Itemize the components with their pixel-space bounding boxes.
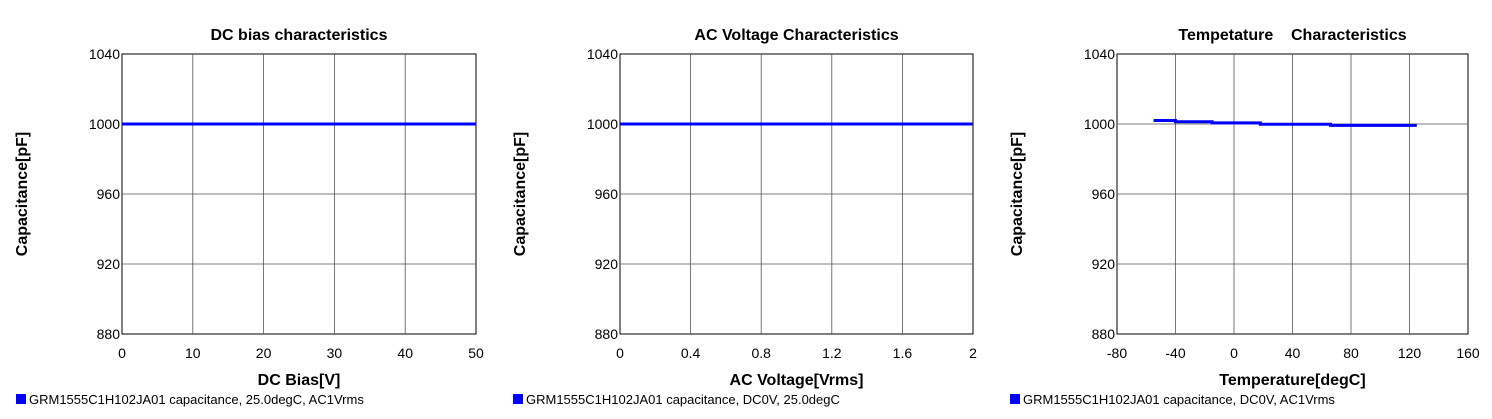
chart-title: DC bias characteristics	[211, 27, 388, 44]
x-axis-label: AC Voltage[Vrms]	[730, 372, 864, 389]
legend-swatch	[513, 394, 523, 404]
x-tick-label: 2	[969, 345, 977, 361]
y-tick-label: 880	[1092, 326, 1116, 342]
legend-label: GRM1555C1H102JA01 capacitance, DC0V, AC1…	[1023, 392, 1335, 407]
x-tick-label: 10	[185, 345, 201, 361]
legend-label: GRM1555C1H102JA01 capacitance, DC0V, 25.…	[526, 392, 840, 407]
chart-title: AC Voltage Characteristics	[694, 27, 898, 44]
chart-temperature: -80 -40 0 40 80 120 160 880 920 960 1000 1040 Tempet…	[1009, 27, 1480, 407]
x-tick-label: 160	[1456, 345, 1480, 361]
x-axis-label: DC Bias[V]	[258, 372, 341, 389]
x-tick-label: 1.2	[822, 345, 842, 361]
y-tick-label: 1000	[587, 116, 618, 132]
x-tick-label: 30	[327, 345, 343, 361]
x-tick-label: 50	[468, 345, 484, 361]
x-tick-label: -80	[1107, 345, 1127, 361]
y-tick-label: 880	[595, 326, 619, 342]
legend-swatch	[1010, 394, 1020, 404]
x-tick-label: 1.6	[893, 345, 913, 361]
chart-title: Tempetature Characteristics	[1178, 27, 1406, 44]
x-tick-label: 40	[397, 345, 413, 361]
y-tick-label: 920	[97, 256, 121, 272]
y-tick-label: 1000	[1084, 116, 1115, 132]
y-axis-label: Capacitance[pF]	[14, 132, 31, 256]
y-tick-label: 960	[595, 186, 619, 202]
y-axis-label: Capacitance[pF]	[512, 132, 529, 256]
y-tick-label: 1040	[89, 46, 120, 62]
x-tick-label: 40	[1285, 345, 1301, 361]
series-line	[1153, 119, 1417, 127]
x-axis-label: Temperature[degC]	[1219, 372, 1365, 389]
y-tick-label: 920	[1092, 256, 1116, 272]
x-tick-label: 0.4	[681, 345, 701, 361]
y-tick-label: 1000	[89, 116, 120, 132]
x-tick-label: 20	[256, 345, 272, 361]
x-tick-label: 120	[1398, 345, 1422, 361]
x-tick-label: -40	[1165, 345, 1185, 361]
chart-ac-voltage: 0 0.4 0.8 1.2 1.6 2 880 920 960 1000 1040 AC Voltag…	[512, 27, 977, 407]
x-tick-label: 0.8	[751, 345, 771, 361]
x-tick-label: 0	[118, 345, 126, 361]
x-tick-label: 0	[1230, 345, 1238, 361]
y-tick-label: 960	[97, 186, 121, 202]
x-tick-label: 0	[616, 345, 624, 361]
y-tick-label: 1040	[587, 46, 618, 62]
y-axis-label: Capacitance[pF]	[1009, 132, 1026, 256]
y-tick-label: 960	[1092, 186, 1116, 202]
y-tick-label: 880	[97, 326, 121, 342]
chart-dc-bias: 0 10 20 30 40 50 880 920 960 1000 1040 DC bias char…	[14, 27, 484, 407]
x-tick-label: 80	[1343, 345, 1359, 361]
legend-swatch	[16, 394, 26, 404]
legend-label: GRM1555C1H102JA01 capacitance, 25.0degC,…	[29, 392, 364, 407]
y-tick-label: 1040	[1084, 46, 1115, 62]
y-tick-label: 920	[595, 256, 619, 272]
